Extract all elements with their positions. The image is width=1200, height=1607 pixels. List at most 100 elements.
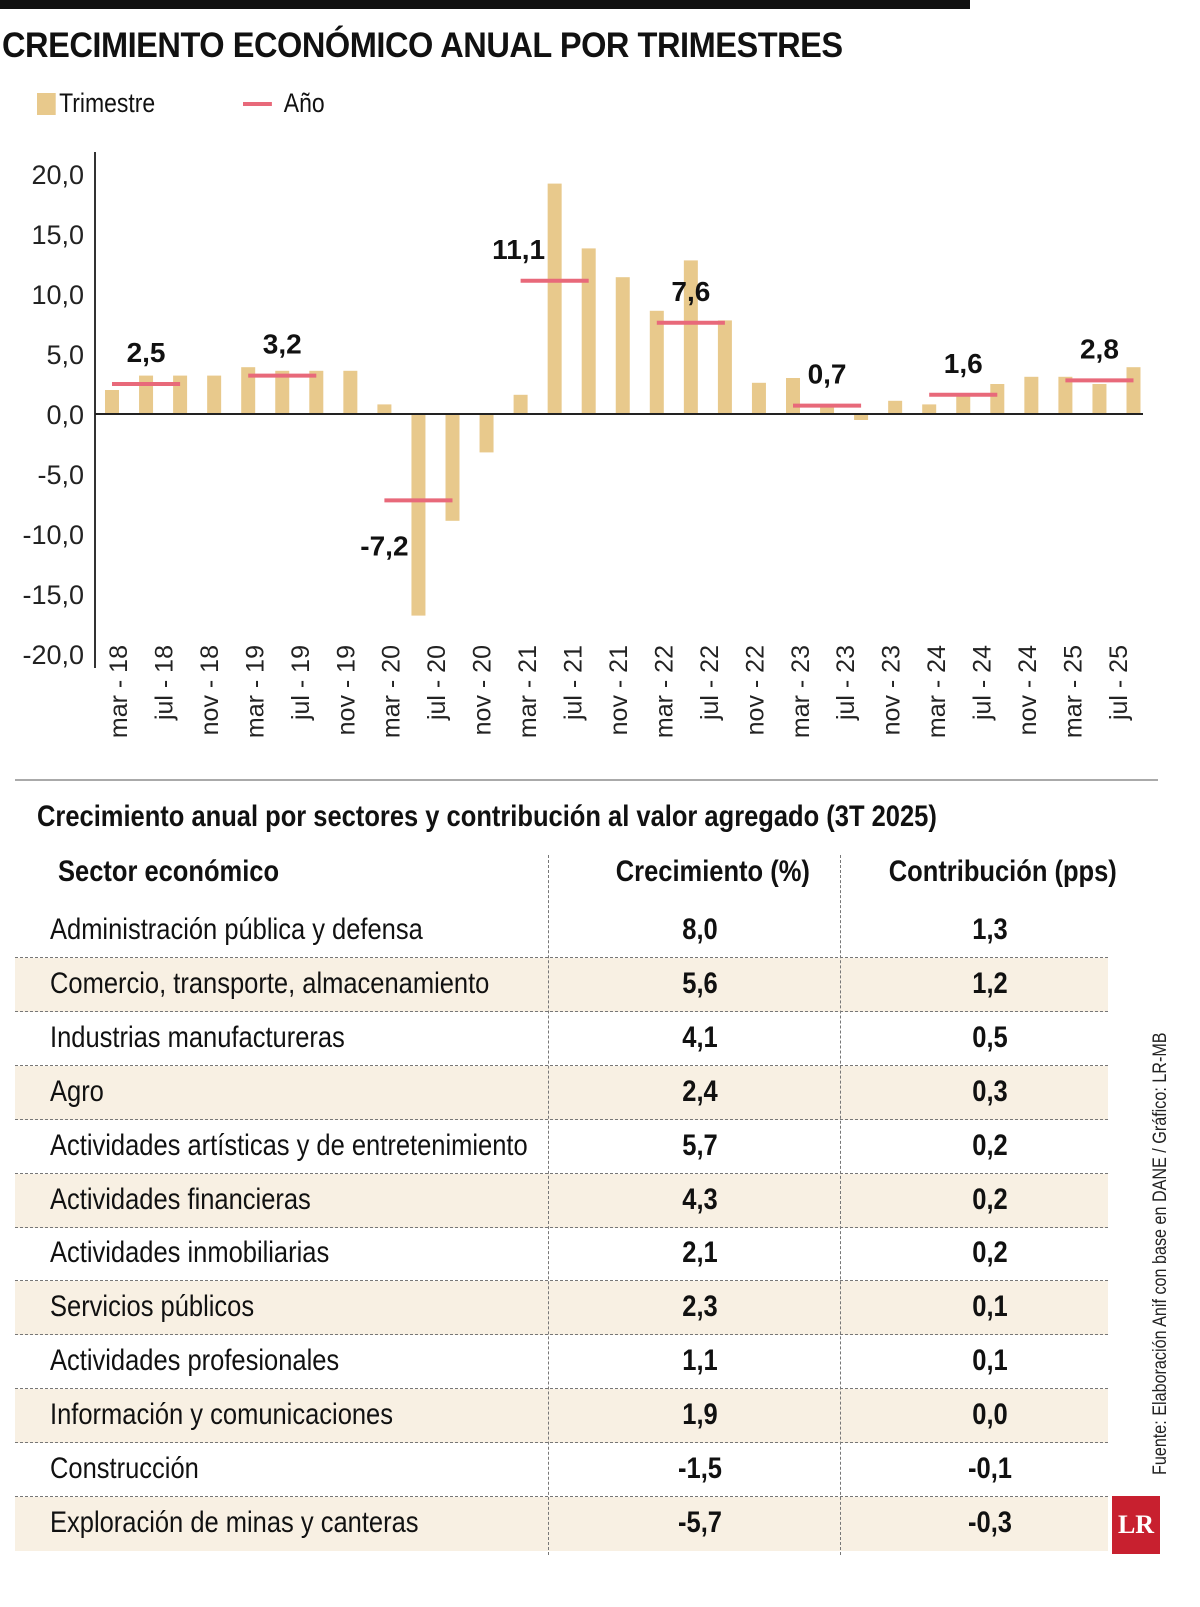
- bar: [990, 384, 1005, 414]
- table-title: Crecimiento anual por sectores y contrib…: [37, 800, 937, 833]
- bar: [275, 370, 290, 414]
- table-row: Servicios públicos 2,3 0,1: [15, 1281, 1108, 1336]
- bar: [1126, 367, 1141, 414]
- contribution-value: -0,3: [968, 1505, 1012, 1539]
- table-row: Comercio, transporte, almacenamiento 5,6 1…: [15, 957, 1108, 1012]
- contribution-value: 0,1: [972, 1290, 1008, 1324]
- bar: [854, 414, 869, 420]
- sector-name: Información y comunicaciones: [50, 1398, 394, 1432]
- year-value-label: 2,5: [127, 337, 166, 368]
- bar: [786, 378, 800, 414]
- x-tick-label: jul - 18: [150, 645, 178, 721]
- y-tick-label: -10,0: [22, 520, 84, 550]
- y-tick-label: 15,0: [31, 220, 84, 250]
- bar: [581, 248, 596, 414]
- bar: [343, 370, 358, 414]
- year-value-label: 0,7: [808, 359, 847, 390]
- bar: [377, 404, 392, 414]
- sector-name: Administración pública y defensa: [50, 913, 423, 946]
- year-value-label: 7,6: [671, 276, 710, 307]
- legend-item-ano: Año: [243, 88, 325, 119]
- x-tick-label: jul - 21: [560, 645, 588, 721]
- growth-value: 8,0: [682, 913, 718, 946]
- header-contribucion: Contribución (pps): [888, 855, 1117, 888]
- y-tick-label: -20,0: [22, 640, 84, 670]
- x-tick-label: nov - 24: [1014, 645, 1042, 735]
- bar: [241, 367, 256, 414]
- x-tick-label: jul - 24: [969, 645, 997, 721]
- contribution-value: 0,0: [972, 1398, 1008, 1432]
- x-tick-label: nov - 21: [605, 645, 633, 735]
- bar: [751, 382, 766, 414]
- sector-name: Servicios públicos: [50, 1290, 255, 1324]
- x-tick-label: mar - 19: [241, 645, 269, 738]
- table-row: Actividades artísticas y de entretenimie…: [15, 1120, 1108, 1174]
- sector-name: Actividades profesionales: [50, 1344, 340, 1378]
- x-tick-label: jul - 22: [696, 645, 724, 721]
- sector-name: Exploración de minas y canteras: [50, 1505, 419, 1539]
- sector-name: Actividades financieras: [50, 1182, 311, 1216]
- header-sector: Sector económico: [58, 855, 280, 888]
- column-divider: [840, 855, 841, 1555]
- y-tick-label: -15,0: [22, 580, 84, 610]
- growth-value: 1,1: [682, 1344, 718, 1378]
- growth-value: 1,9: [682, 1398, 718, 1432]
- contribution-value: -0,1: [968, 1452, 1012, 1485]
- bar: [445, 414, 460, 521]
- sector-name: Agro: [50, 1074, 104, 1108]
- contribution-value: 0,2: [972, 1236, 1008, 1270]
- header-crecimiento: Crecimiento (%): [615, 855, 810, 888]
- x-tick-label: nov - 22: [741, 645, 769, 735]
- bar: [173, 375, 188, 414]
- bar: [547, 183, 562, 414]
- x-tick-label: mar - 24: [923, 645, 951, 738]
- table-row: Agro 2,4 0,3: [15, 1065, 1108, 1120]
- y-tick-label: 10,0: [31, 280, 84, 310]
- table-row: Actividades inmobiliarias 2,1 0,2: [15, 1227, 1108, 1282]
- table-row: Industrias manufactureras 4,1 0,5: [15, 1012, 1108, 1066]
- sector-name: Actividades inmobiliarias: [50, 1236, 330, 1270]
- bar: [207, 375, 222, 414]
- x-tick-label: mar - 20: [378, 645, 406, 738]
- bar: [479, 414, 494, 453]
- sector-name: Actividades artísticas y de entretenimie…: [50, 1128, 528, 1162]
- growth-value: 2,1: [682, 1236, 718, 1270]
- y-tick-label: 5,0: [46, 340, 84, 370]
- x-tick-label: jul - 23: [832, 645, 860, 721]
- growth-value: 4,1: [682, 1020, 718, 1054]
- bar-chart: 20,0 15,0 10,0 5,0 0,0 -5,0 -10,0 -15,0 -20,0 2,5…: [22, 152, 1143, 738]
- x-tick-label: mar - 23: [787, 645, 815, 738]
- bar: [615, 277, 630, 414]
- contribution-value: 1,2: [972, 966, 1008, 1000]
- x-tick-label: mar - 18: [105, 645, 133, 738]
- legend-item-trimestre: Trimestre: [37, 88, 155, 119]
- y-tick-label: -5,0: [37, 460, 84, 490]
- lr-logo: LR: [1112, 1496, 1160, 1554]
- source-note: Fuente: Elaboración Anif con base en DAN…: [1150, 1032, 1171, 1475]
- year-value-label: -7,2: [360, 530, 408, 561]
- year-value-label: 11,1: [492, 234, 545, 265]
- year-value-label: 1,6: [944, 348, 983, 379]
- growth-value: 4,3: [682, 1182, 718, 1216]
- x-tick-label: nov - 23: [878, 645, 906, 735]
- growth-value: 2,4: [682, 1074, 718, 1108]
- bar: [922, 404, 937, 414]
- bar: [411, 414, 426, 616]
- contribution-value: 0,5: [972, 1020, 1008, 1054]
- bar: [1092, 384, 1107, 414]
- growth-value: 2,3: [682, 1290, 718, 1324]
- bar: [1024, 376, 1039, 414]
- growth-value: -1,5: [678, 1452, 722, 1485]
- x-tick-label: mar - 22: [650, 645, 678, 738]
- bar: [513, 394, 528, 414]
- table-row: Administración pública y defensa 8,0 1,3: [15, 904, 1108, 958]
- growth-value: 5,7: [682, 1128, 718, 1162]
- growth-value: -5,7: [678, 1505, 722, 1539]
- table-row: Construcción -1,5 -0,1: [15, 1443, 1108, 1497]
- legend-swatch-bar: [37, 92, 56, 115]
- top-rule: [0, 0, 970, 9]
- x-tick-label: nov - 20: [469, 645, 497, 735]
- bar: [717, 320, 732, 414]
- x-tick-label: jul - 25: [1105, 645, 1133, 721]
- bar: [1058, 376, 1073, 414]
